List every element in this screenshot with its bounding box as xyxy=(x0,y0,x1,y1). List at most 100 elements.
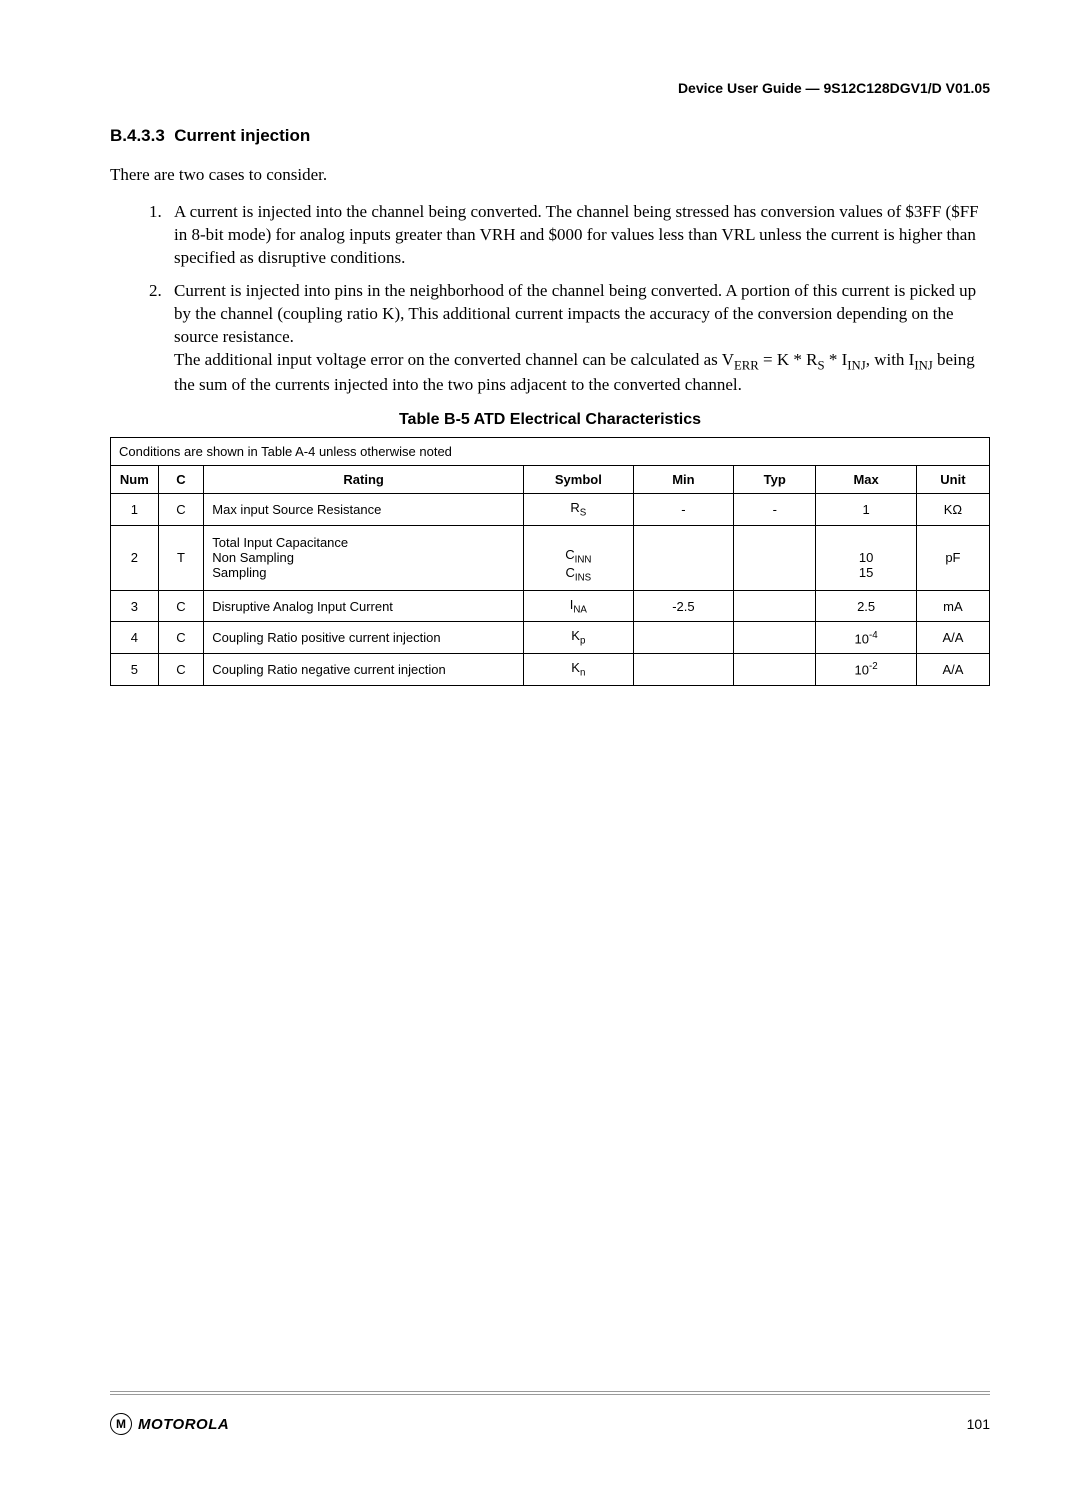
table-title: Table B-5 ATD Electrical Characteristics xyxy=(110,411,990,429)
symbol-base: R xyxy=(570,500,579,515)
cell-c: C xyxy=(158,494,204,526)
cell-max: 10-4 xyxy=(816,622,916,654)
cell-num: 2 xyxy=(111,525,159,590)
cell-symbol: RS xyxy=(524,494,634,526)
cell-c: C xyxy=(158,654,204,686)
cell-unit: A/A xyxy=(916,654,989,686)
max-base: 10 xyxy=(855,631,869,646)
cell-num: 5 xyxy=(111,654,159,686)
text-run: The additional input voltage error on th… xyxy=(174,350,734,369)
col-header-max: Max xyxy=(816,466,916,494)
section-title: Current injection xyxy=(174,126,310,145)
cell-typ xyxy=(734,590,816,622)
max-line: 10 xyxy=(859,550,873,565)
cell-unit: pF xyxy=(916,525,989,590)
logo-icon: M xyxy=(110,1413,132,1435)
subscript: ERR xyxy=(734,358,759,372)
symbol-sub: NA xyxy=(573,604,587,615)
max-sup: -2 xyxy=(869,661,878,672)
doc-reference: Device User Guide — 9S12C128DGV1/D V01.0… xyxy=(110,80,990,96)
cell-num: 3 xyxy=(111,590,159,622)
spec-table: Conditions are shown in Table A-4 unless… xyxy=(110,437,990,686)
case-list: A current is injected into the channel b… xyxy=(110,201,990,397)
cell-max: 2.5 xyxy=(816,590,916,622)
cell-rating: Max input Source Resistance xyxy=(204,494,524,526)
symbol-sub: p xyxy=(580,636,585,647)
cell-typ xyxy=(734,654,816,686)
list-item-paragraph: Current is injected into pins in the nei… xyxy=(174,281,976,346)
subscript: S xyxy=(818,358,825,372)
cell-min xyxy=(633,654,733,686)
text-run: * I xyxy=(825,350,848,369)
symbol-base: K xyxy=(571,628,580,643)
cell-c: T xyxy=(158,525,204,590)
rating-line: Non Sampling xyxy=(212,550,294,565)
section-heading: B.4.3.3 Current injection xyxy=(110,126,990,146)
col-header-symbol: Symbol xyxy=(524,466,634,494)
cell-unit: KΩ xyxy=(916,494,989,526)
section-number: B.4.3.3 xyxy=(110,126,165,145)
page-footer: M MOTOROLA 101 xyxy=(110,1391,990,1435)
cell-symbol: CINN CINS xyxy=(524,525,634,590)
cell-typ xyxy=(734,525,816,590)
cell-c: C xyxy=(158,622,204,654)
table-row: 3 C Disruptive Analog Input Current INA … xyxy=(111,590,990,622)
cell-min: -2.5 xyxy=(633,590,733,622)
cell-rating: Total Input Capacitance Non Sampling Sam… xyxy=(204,525,524,590)
symbol-sub: n xyxy=(580,668,585,679)
col-header-num: Num xyxy=(111,466,159,494)
rating-line: Total Input Capacitance xyxy=(212,535,348,550)
col-header-rating: Rating xyxy=(204,466,524,494)
cell-typ: - xyxy=(734,494,816,526)
col-header-unit: Unit xyxy=(916,466,989,494)
cell-max: 1 xyxy=(816,494,916,526)
cell-unit: A/A xyxy=(916,622,989,654)
table-header-row: Num C Rating Symbol Min Typ Max Unit xyxy=(111,466,990,494)
cell-unit: mA xyxy=(916,590,989,622)
max-base: 10 xyxy=(855,663,869,678)
table-row: 1 C Max input Source Resistance RS - - 1… xyxy=(111,494,990,526)
col-header-min: Min xyxy=(633,466,733,494)
table-row: 2 T Total Input Capacitance Non Sampling… xyxy=(111,525,990,590)
motorola-logo: M MOTOROLA xyxy=(110,1413,229,1435)
list-item-paragraph: The additional input voltage error on th… xyxy=(174,350,975,395)
list-item: A current is injected into the channel b… xyxy=(166,201,990,270)
cell-symbol: Kn xyxy=(524,654,634,686)
cell-max: 10 15 xyxy=(816,525,916,590)
rating-line: Sampling xyxy=(212,565,266,580)
symbol-sub: INS xyxy=(575,573,591,584)
table-row: 4 C Coupling Ratio positive current inje… xyxy=(111,622,990,654)
subscript: INJ xyxy=(847,358,865,372)
table-conditions: Conditions are shown in Table A-4 unless… xyxy=(111,438,990,466)
cell-symbol: INA xyxy=(524,590,634,622)
cell-rating: Coupling Ratio negative current injectio… xyxy=(204,654,524,686)
intro-text: There are two cases to consider. xyxy=(110,164,990,187)
cell-rating: Disruptive Analog Input Current xyxy=(204,590,524,622)
page-number: 101 xyxy=(967,1416,990,1432)
symbol-base: K xyxy=(571,660,580,675)
logo-text: MOTOROLA xyxy=(138,1416,229,1433)
subscript: INJ xyxy=(914,358,932,372)
symbol-base: C xyxy=(565,547,574,562)
cell-min xyxy=(633,525,733,590)
cell-num: 1 xyxy=(111,494,159,526)
symbol-base: C xyxy=(566,565,575,580)
col-header-c: C xyxy=(158,466,204,494)
col-header-typ: Typ xyxy=(734,466,816,494)
footer-rule xyxy=(110,1391,990,1395)
list-item: Current is injected into pins in the nei… xyxy=(166,280,990,397)
max-line: 15 xyxy=(859,565,873,580)
cell-min xyxy=(633,622,733,654)
cell-c: C xyxy=(158,590,204,622)
cell-num: 4 xyxy=(111,622,159,654)
table-row: 5 C Coupling Ratio negative current inje… xyxy=(111,654,990,686)
max-sup: -4 xyxy=(869,630,878,641)
text-run: = K * R xyxy=(759,350,818,369)
cell-min: - xyxy=(633,494,733,526)
symbol-sub: INN xyxy=(575,554,592,565)
cell-rating: Coupling Ratio positive current injectio… xyxy=(204,622,524,654)
cell-symbol: Kp xyxy=(524,622,634,654)
symbol-sub: S xyxy=(580,508,587,519)
cell-max: 10-2 xyxy=(816,654,916,686)
cell-typ xyxy=(734,622,816,654)
